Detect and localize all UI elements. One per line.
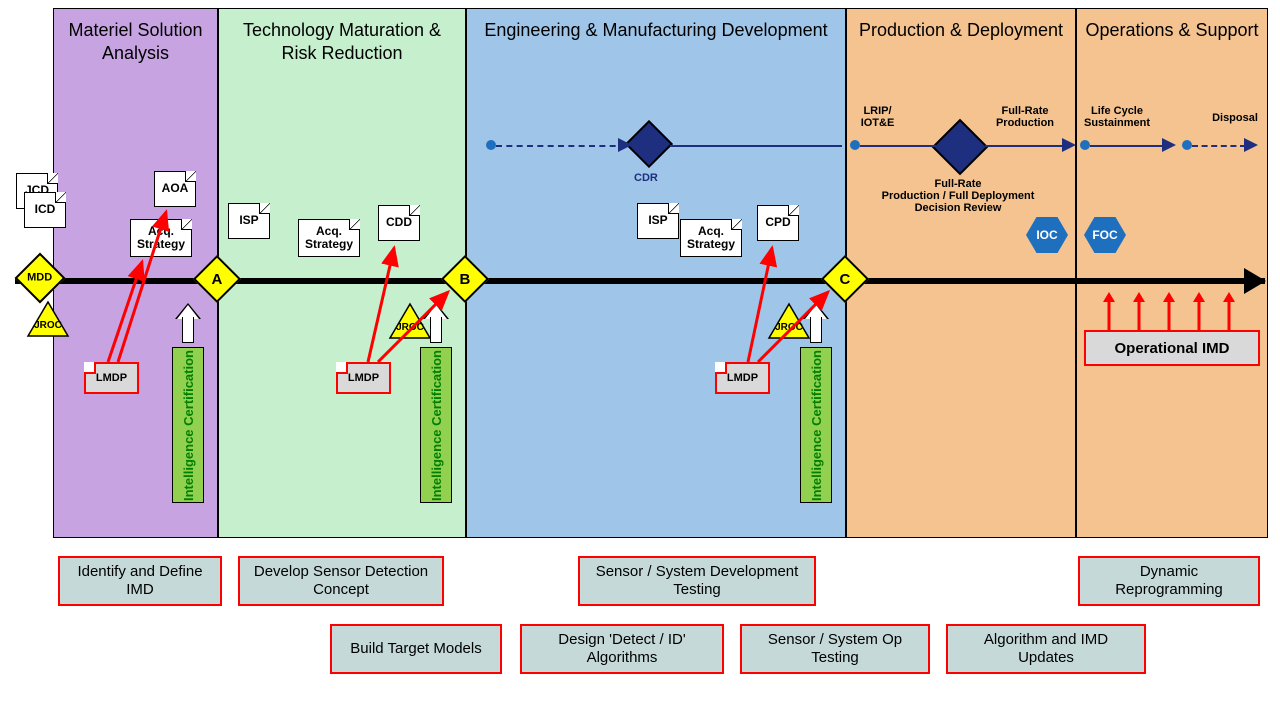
document-icon: CPD: [757, 205, 799, 241]
phase-title: Operations & Support: [1077, 9, 1267, 52]
up-arrow-icon: [175, 303, 201, 343]
activity-box: Identify and Define IMD: [58, 556, 222, 606]
phase-sublabel: Full-RateProduction / Full DeploymentDec…: [858, 178, 1058, 214]
phase-column: Operations & Support: [1076, 8, 1268, 538]
document-icon: AOA: [154, 171, 196, 207]
phase-column: Engineering & Manufacturing Development: [466, 8, 846, 538]
red-up-arrow-icon: [1192, 292, 1206, 330]
phase-sublabel: Full-RateProduction: [990, 105, 1060, 129]
jroc-label: JROC: [773, 322, 805, 333]
red-up-arrow-icon: [1132, 292, 1146, 330]
activity-box: Sensor / System Development Testing: [578, 556, 816, 606]
jroc-triangle: [26, 300, 70, 338]
activity-box: Dynamic Reprogramming: [1078, 556, 1260, 606]
intel-cert-box: Intelligence Certification: [800, 347, 832, 503]
lmdp-box: LMDP: [84, 362, 139, 394]
lmdp-box: LMDP: [715, 362, 770, 394]
phase-sublabel: Disposal: [1205, 112, 1265, 124]
lmdp-box: LMDP: [336, 362, 391, 394]
document-icon: ICD: [24, 192, 66, 228]
document-icon: Acq.Strategy: [298, 219, 360, 257]
document-icon: Acq.Strategy: [130, 219, 192, 257]
activity-box: Sensor / System Op Testing: [740, 624, 930, 674]
up-arrow-icon: [803, 303, 829, 343]
activity-box: Build Target Models: [330, 624, 502, 674]
activity-box: Develop Sensor Detection Concept: [238, 556, 444, 606]
activity-box: Algorithm and IMD Updates: [946, 624, 1146, 674]
document-icon: CDD: [378, 205, 420, 241]
phase-column: Production & Deployment: [846, 8, 1076, 538]
operational-imd-box: Operational IMD: [1084, 330, 1260, 366]
up-arrow-icon: [423, 303, 449, 343]
red-up-arrow-icon: [1222, 292, 1236, 330]
phase-title: Materiel Solution Analysis: [54, 9, 217, 76]
document-icon: ISP: [637, 203, 679, 239]
phase-title: Technology Maturation & Risk Reduction: [219, 9, 465, 76]
phase-title: Engineering & Manufacturing Development: [467, 9, 845, 52]
jroc-label: JROC: [394, 322, 426, 333]
jroc-label: JROC: [32, 320, 64, 331]
document-icon: ISP: [228, 203, 270, 239]
phase-sublabel: Life CycleSustainment: [1082, 105, 1152, 129]
phase-title: Production & Deployment: [847, 9, 1075, 52]
red-up-arrow-icon: [1162, 292, 1176, 330]
intel-cert-box: Intelligence Certification: [420, 347, 452, 503]
document-icon: Acq.Strategy: [680, 219, 742, 257]
phase-sublabel: LRIP/IOT&E: [855, 105, 900, 129]
intel-cert-box: Intelligence Certification: [172, 347, 204, 503]
red-up-arrow-icon: [1102, 292, 1116, 330]
cdr-label: CDR: [634, 172, 658, 184]
activity-box: Design 'Detect / ID' Algorithms: [520, 624, 724, 674]
